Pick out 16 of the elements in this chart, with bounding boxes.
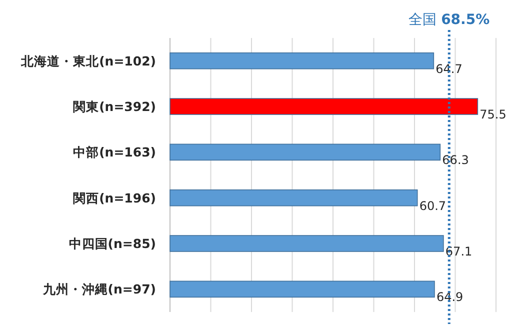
bar: [170, 280, 435, 298]
bar: [170, 235, 444, 252]
y-tick-label: 北海道・東北(n=102): [20, 53, 156, 68]
data-label: 66.3: [442, 153, 469, 168]
bar: [170, 98, 478, 115]
y-tick-label: 関西(n=196): [73, 190, 156, 206]
bar: [170, 52, 434, 70]
y-tick-label: 九州・沖縄(n=97): [42, 282, 156, 297]
bar: [170, 144, 441, 161]
ref-line-label: 全国 68.5%: [408, 12, 490, 28]
bar: [170, 189, 418, 206]
y-tick-label: 関東(n=392): [73, 99, 156, 114]
y-tick-label: 中四国(n=85): [68, 236, 156, 251]
data-label: 75.5: [480, 108, 506, 122]
data-label: 60.7: [419, 198, 446, 213]
y-tick-label: 中部(n=163): [73, 144, 156, 160]
